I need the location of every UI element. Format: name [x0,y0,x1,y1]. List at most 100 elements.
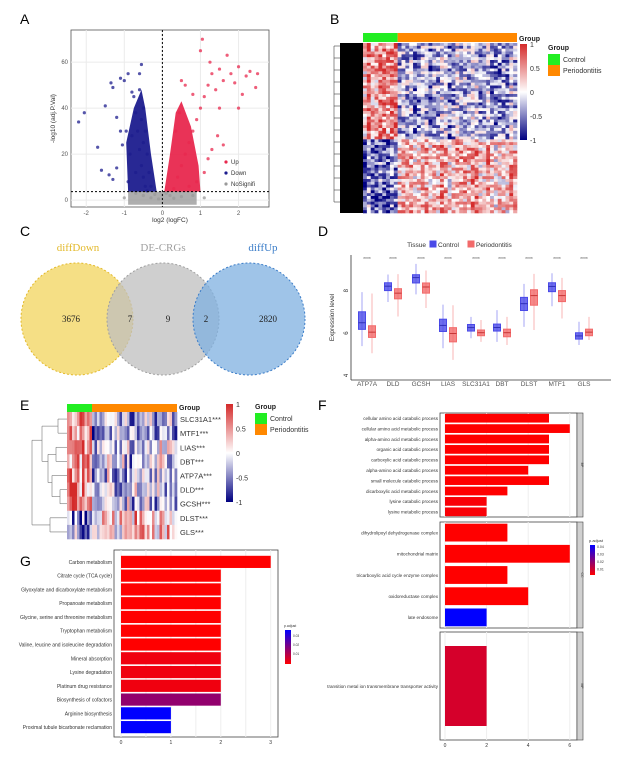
heatmap-cell [490,116,495,120]
heatmap-cell [513,43,518,47]
heatmap-cell [501,68,506,72]
heatmap-cell [440,122,445,126]
heatmap-cell [509,130,514,134]
heatmap-cell [374,173,379,177]
down-point [134,111,138,115]
heatmap-cell [382,204,387,208]
box-periodontitis-atp7a [368,325,376,338]
heatmap-cell [447,207,452,211]
heatmap-cell [409,57,414,61]
bar-Citrate-cycle-TCA-cycle- [121,569,221,582]
heatmap-cell [478,108,483,112]
heatmap-cell [389,85,395,89]
heatmap-cell [459,77,464,81]
heatmap-cell [77,482,80,497]
heatmap-cell [401,79,406,83]
heatmap-cell [505,82,510,86]
heatmap-cell [366,48,371,52]
heatmap-cell [436,204,441,208]
heatmap-cell [401,65,406,69]
heatmap-cell [397,204,402,208]
heatmap-cell [447,116,452,120]
heatmap-cell [393,130,398,134]
heatmap-cell [370,91,375,95]
heatmap-cell [97,482,100,497]
row-label: DLD*** [180,486,204,495]
legend-swatch-periodontitis [467,240,475,248]
heatmap-cell [447,88,452,92]
heatmap-cell [363,190,368,194]
box-control-atp7a [358,311,366,330]
heatmap-cell [424,119,429,123]
heatmap-cell [455,190,460,194]
heatmap-cell [363,210,368,214]
heatmap-cell [486,198,491,202]
heatmap-cell [509,210,514,214]
heatmap-cell [440,156,445,160]
heatmap-cell [389,184,395,188]
heatmap-cell [482,43,487,47]
heatmap-cell [378,51,383,55]
heatmap-cell [374,43,379,47]
heatmap-cell [413,167,418,171]
heatmap-cell [470,79,475,83]
heatmap-cell [409,181,414,185]
heatmap-cell [466,113,472,117]
heatmap-cell [466,142,472,146]
heatmap-cell [420,150,425,154]
heatmap-cell [378,94,383,98]
heatmap-cell [424,96,429,100]
heatmap-cell [393,102,398,106]
heatmap-cell [443,147,448,151]
heatmap-cell [149,482,153,497]
heatmap-cell [363,170,368,174]
bar-category-label: cellular amino acid catabolic process [363,416,439,421]
heatmap-cell [370,156,375,160]
heatmap-cell [386,108,391,112]
heatmap-cell [463,68,468,72]
heatmap-cell [413,128,418,132]
heatmap-cell [382,193,387,197]
heatmap-cell [401,130,406,134]
heatmap-cell [397,128,402,132]
heatmap-cell [366,85,371,89]
heatmap-cell [154,412,158,427]
heatmap-cell [378,74,383,78]
heatmap-cell [486,145,491,149]
heatmap-cell [144,496,148,512]
heatmap-cell [420,153,425,157]
heatmap-cell [122,510,125,526]
heatmap-cell [370,147,375,151]
heatmap-cell [478,111,483,115]
heatmap-cell [436,68,441,72]
heatmap-cell [497,167,502,171]
up-point [174,129,178,133]
heatmap-cell [443,133,448,137]
heatmap-cell [497,176,502,180]
heatmap-cell [466,193,472,197]
heatmap-cell [463,210,468,214]
heatmap-cell [513,108,518,112]
heatmap-cell [370,125,375,129]
heatmap-cell [424,68,429,72]
heatmap-cell [393,142,398,146]
heatmap-cell [405,119,410,123]
heatmap-cell [497,51,502,55]
heatmap-cell [463,99,468,103]
heatmap-cell [447,43,452,47]
up-point [210,72,214,76]
bar-Valine-leucine-and-isoleucine-degradation [121,638,221,651]
heatmap-cell [84,440,88,455]
heatmap-cell [393,116,398,120]
heatmap-cell [463,164,468,168]
heatmap-cell [478,181,483,185]
heatmap-cell [501,128,506,132]
heatmap-cell [513,128,518,132]
heatmap-cell [386,181,391,185]
heatmap-cell [505,147,510,151]
heatmap-cell [386,116,391,120]
heatmap-cell [459,91,464,95]
heatmap-cell [470,145,475,149]
heatmap-cell [493,150,499,154]
heatmap-cell [459,57,464,61]
